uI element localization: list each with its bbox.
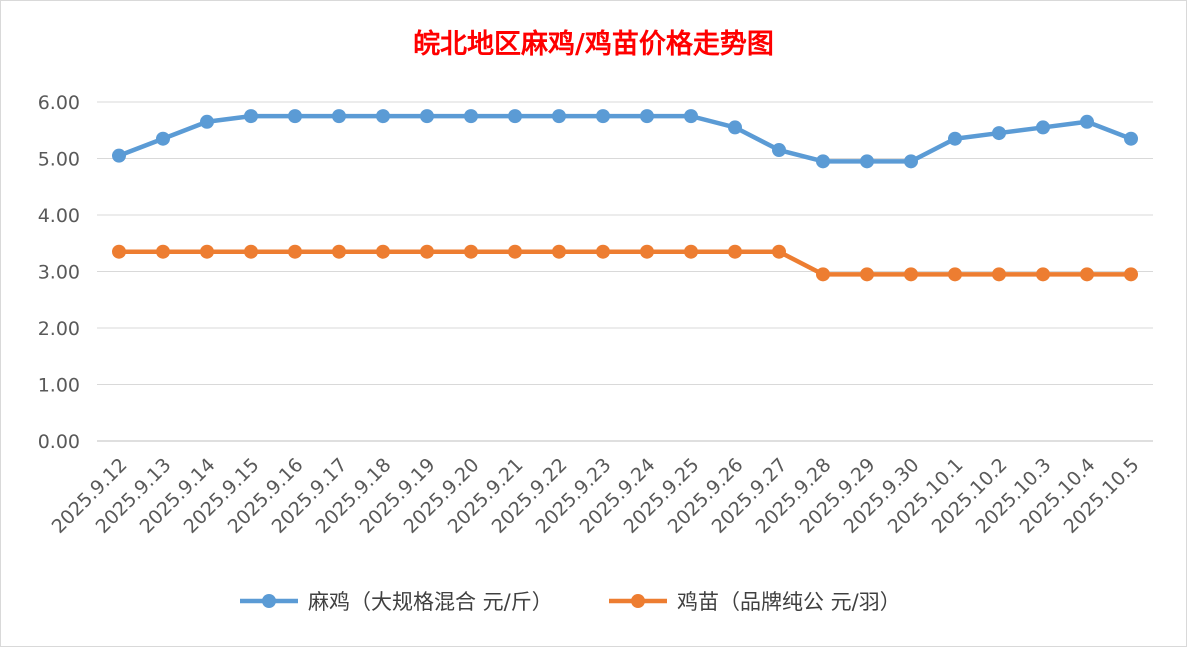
series-2-point [1036,267,1050,282]
series-2-point [596,244,610,259]
series-1-point [1080,114,1094,129]
chart-title: 皖北地区麻鸡/鸡苗价格走势图 [413,29,774,60]
series-1-point [816,154,830,169]
series-2-point [508,244,522,259]
series-2-point [200,244,214,259]
gridlines [97,101,1153,442]
series-1-point [288,109,302,124]
series-2-point [420,244,434,259]
y-tick-label: 0.00 [38,431,80,453]
series-2-point [332,244,346,259]
series-1-point [948,131,962,146]
series-1-point [508,109,522,124]
series-1-point [332,109,346,124]
series-1-point [420,109,434,124]
legend-label-2: 鸡苗（品牌纯公 元/羽） [677,590,901,614]
series-2-point [684,244,698,259]
legend-marker-1 [262,594,276,608]
series-1-point [376,109,390,124]
series-1-point [1036,120,1050,135]
series-2-point [464,244,478,259]
series-2-point [904,267,918,282]
series-2-point [948,267,962,282]
series-2-point [376,244,390,259]
series-2-point [1080,267,1094,282]
series-2-point [860,267,874,282]
y-tick-label: 2.00 [38,318,80,340]
y-tick-label: 5.00 [38,149,80,171]
series-2-point [112,244,126,259]
series-2-point [728,244,742,259]
series-1-point [728,120,742,135]
series-1-point [200,114,214,129]
series-1-point [552,109,566,124]
y-tick-label: 4.00 [38,205,80,227]
y-tick-label: 6.00 [38,92,80,114]
series-line-1 [116,113,1134,164]
legend-marker-2 [631,594,645,608]
series-1-point [992,126,1006,141]
series-2-point [244,244,258,259]
series-1-point [860,154,874,169]
series-2-point [288,244,302,259]
series-2-point [772,244,786,259]
series-2-point [156,244,170,259]
series-1-point [112,148,126,163]
series-1-point [1124,131,1138,146]
series-1-point [684,109,698,124]
series-2-point [640,244,654,259]
series-layer [112,109,1138,282]
series-2-point [992,267,1006,282]
series-1-point [244,109,258,124]
series-1-point [640,109,654,124]
legend-label-1: 麻鸡（大规格混合 元/斤） [308,590,553,614]
series-2-point [552,244,566,259]
series-1-point [156,131,170,146]
series-1-point [596,109,610,124]
y-tick-label: 3.00 [38,262,80,284]
y-axis-ticks: 0.00 1.00 2.00 3.00 4.00 5.00 6.00 [38,92,80,453]
series-1-point [904,154,918,169]
series-line-2 [116,249,1134,277]
legend: 麻鸡（大规格混合 元/斤） 鸡苗（品牌纯公 元/羽） [240,590,901,614]
series-2-point [1124,267,1138,282]
series-2-point [816,267,830,282]
series-1-point [464,109,478,124]
series-1-point [772,143,786,158]
y-tick-label: 1.00 [38,375,80,397]
x-axis-ticks: 2025.9.122025.9.132025.9.142025.9.152025… [48,454,1144,538]
